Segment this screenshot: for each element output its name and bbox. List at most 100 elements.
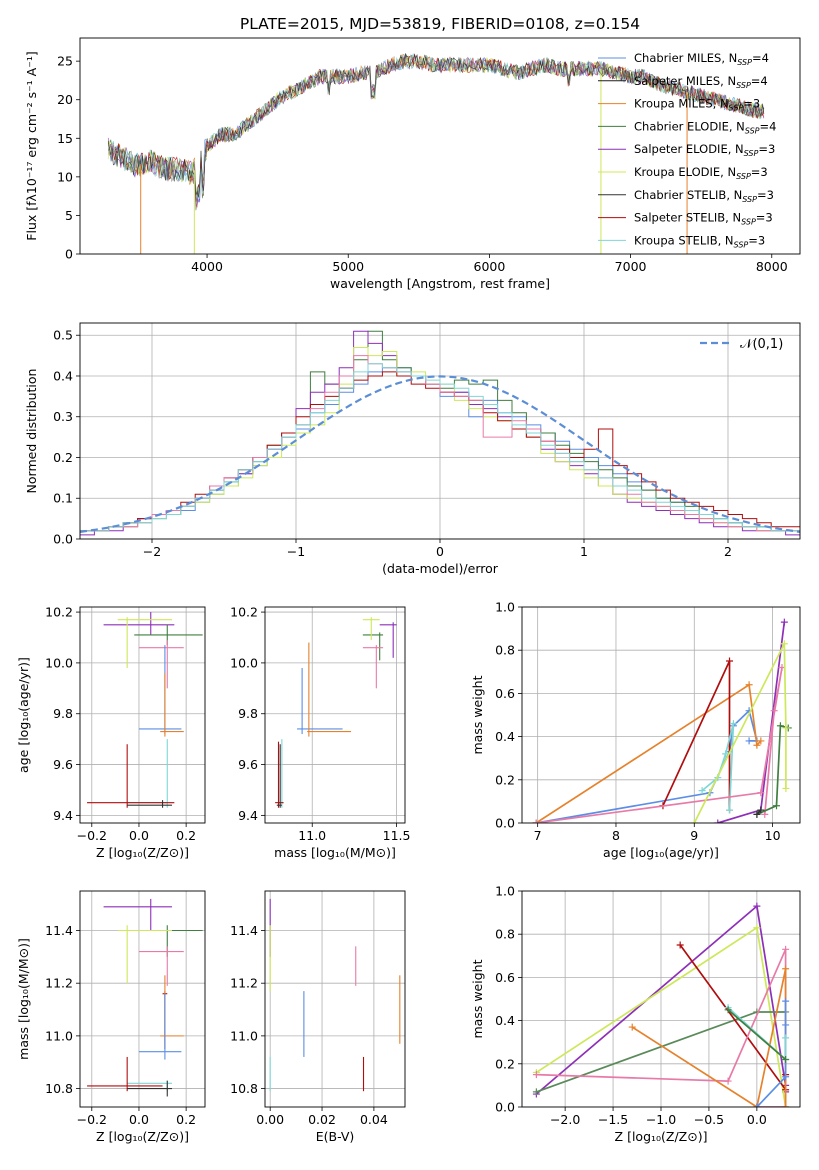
x-tick-label: 0.2 bbox=[176, 1112, 196, 1127]
grid bbox=[265, 607, 405, 823]
y-tick-label: 1.0 bbox=[495, 884, 515, 899]
y-tick-label: 0.0 bbox=[53, 532, 73, 547]
panel-massweight-vs-Z: −2.0 −1.5 −1.0 −0.5 0.0 0.0 0.2 0.4 0.6 0.8 1.0 Z [… bbox=[470, 884, 801, 1144]
plot-area bbox=[107, 53, 765, 254]
x-tick-label: 9 bbox=[690, 828, 698, 843]
legend-label-name: Chabrier ELODIE, N bbox=[634, 119, 745, 133]
mass-weight-marker bbox=[757, 737, 765, 745]
legend-label-suffix: =3 bbox=[756, 211, 773, 225]
mass-weight-marker bbox=[690, 819, 698, 823]
panel-massweight-vs-age: 7 8 9 10 0.0 0.2 0.4 0.6 0.8 1.0 age [log₁₀(age/yr… bbox=[470, 600, 801, 860]
y-tick-label: 0.5 bbox=[53, 328, 73, 343]
y-tick-label: 10 bbox=[57, 169, 73, 184]
grid bbox=[522, 891, 800, 1107]
y-tick-label: 15 bbox=[57, 131, 73, 146]
y-tick-label: 11.0 bbox=[45, 1028, 73, 1043]
panel-mass-vs-EBV: 0.00 0.02 0.04 10.8 11.0 11.2 11.4 E(B-V) bbox=[230, 890, 406, 1144]
mass-weight-marker bbox=[722, 750, 730, 758]
y-tick-label: 11.4 bbox=[45, 923, 73, 938]
panel-spectrum: 4000 5000 6000 7000 8000 0 5 10 15 20 25 Chabrier M… bbox=[24, 37, 801, 291]
x-tick-label: 0.0 bbox=[129, 1112, 149, 1127]
x-tick-label: 0 bbox=[436, 544, 444, 559]
x-tick-label: −0.5 bbox=[694, 1112, 724, 1127]
mass-weight-marker bbox=[782, 997, 790, 1005]
x-axis-label: wavelength [Angstrom, rest frame] bbox=[330, 276, 550, 291]
y-tick-label: 9.6 bbox=[238, 757, 258, 772]
x-tick-label: 0.04 bbox=[360, 1112, 388, 1127]
mass-weight-marker bbox=[753, 902, 761, 910]
legend-label-sub: SSP bbox=[737, 58, 752, 67]
mass-weight-marker bbox=[726, 657, 734, 665]
legend-label-sub: SSP bbox=[736, 172, 751, 181]
legend-label-suffix: =3 bbox=[751, 165, 768, 179]
x-tick-label: 5000 bbox=[332, 259, 364, 274]
legend-label: Chabrier MILES, NSSP=4 bbox=[634, 51, 769, 67]
plot-area bbox=[80, 323, 800, 539]
mass-weight-marker bbox=[714, 819, 722, 823]
normal-curve bbox=[80, 375, 800, 533]
y-tick-label: 9.6 bbox=[53, 757, 73, 772]
legend-label-name: Salpeter ELODIE, N bbox=[634, 142, 744, 156]
panel-age-vs-mass: 11.0 11.5 9.4 9.6 9.8 10.0 10.2 mass [log₁₀(M/M… bbox=[230, 605, 410, 860]
mass-weight-marker bbox=[726, 806, 734, 814]
legend-label-suffix: =3 bbox=[743, 97, 760, 111]
x-tick-label: 6000 bbox=[474, 259, 506, 274]
x-tick-label: 8 bbox=[612, 828, 620, 843]
x-axis-label: Z [log₁₀(Z/Z⊙)] bbox=[96, 845, 189, 860]
legend-label-name: Kroupa ELODIE, N bbox=[634, 165, 736, 179]
legend-label: Chabrier STELIB, NSSP=3 bbox=[634, 188, 774, 204]
y-tick-label: 0.4 bbox=[53, 368, 73, 383]
grid bbox=[80, 891, 205, 1107]
spectrum-line bbox=[107, 54, 765, 211]
legend-label-sub: SSP bbox=[734, 240, 749, 249]
spectrum-line bbox=[107, 53, 765, 200]
legend-label-name: Salpeter STELIB, N bbox=[634, 211, 741, 225]
y-tick-label: 0.6 bbox=[495, 686, 515, 701]
y-tick-label: 11.4 bbox=[230, 923, 258, 938]
mass-weight-marker bbox=[532, 819, 540, 823]
mass-weight-marker bbox=[776, 722, 784, 730]
y-tick-label: 9.8 bbox=[53, 706, 73, 721]
x-tick-label: 0.2 bbox=[176, 828, 196, 843]
y-tick-label: 9.8 bbox=[238, 706, 258, 721]
mass-weight-marker bbox=[753, 741, 761, 749]
y-tick-label: 0.6 bbox=[495, 970, 515, 985]
y-tick-label: 0.2 bbox=[495, 1056, 515, 1071]
y-tick-label: 25 bbox=[57, 54, 73, 69]
y-tick-label: 0.0 bbox=[495, 1100, 515, 1115]
mass-weight-line bbox=[756, 724, 789, 816]
y-tick-label: 0 bbox=[65, 247, 73, 262]
x-tick-label: 0.02 bbox=[308, 1112, 336, 1127]
mass-weight-marker bbox=[782, 1055, 790, 1063]
spectrum-line bbox=[107, 53, 765, 198]
panel-age-vs-Z: −0.2 0.0 0.2 9.4 9.6 9.8 10.0 10.2 Z [log₁₀(Z/Z⊙… bbox=[16, 605, 206, 860]
legend-label-name: Chabrier MILES, N bbox=[634, 51, 737, 65]
mass-weight-marker bbox=[753, 810, 761, 818]
mass-weight-line bbox=[535, 683, 762, 823]
legend-label-sub: SSP bbox=[742, 195, 757, 204]
mass-weight-marker bbox=[532, 1088, 540, 1096]
y-tick-label: 10.0 bbox=[45, 655, 73, 670]
plot-area bbox=[265, 607, 405, 823]
legend-label: Kroupa ELODIE, NSSP=3 bbox=[634, 165, 768, 181]
x-tick-label: 11.5 bbox=[383, 828, 411, 843]
y-tick-label: 11.2 bbox=[45, 976, 73, 991]
mass-weight-marker bbox=[729, 720, 737, 728]
mass-weight-marker bbox=[780, 618, 788, 626]
grid bbox=[522, 607, 800, 823]
mass-weight-marker bbox=[782, 945, 790, 953]
legend-label: Kroupa STELIB, NSSP=3 bbox=[634, 233, 765, 249]
mass-weight-line bbox=[535, 709, 758, 823]
y-tick-label: 11.2 bbox=[230, 976, 258, 991]
plot-area bbox=[265, 891, 405, 1107]
x-tick-label: −1 bbox=[287, 544, 305, 559]
legend-label-sub: SSP bbox=[741, 218, 756, 227]
mass-weight-marker bbox=[782, 1103, 790, 1107]
x-tick-label: 8000 bbox=[756, 259, 788, 274]
mass-weight-line bbox=[717, 621, 786, 823]
legend-label-sub: SSP bbox=[729, 104, 744, 113]
mass-weight-marker bbox=[753, 1103, 761, 1107]
figure-title: PLATE=2015, MJD=53819, FIBERID=0108, z=0… bbox=[240, 15, 640, 33]
y-tick-label: 5 bbox=[65, 208, 73, 223]
